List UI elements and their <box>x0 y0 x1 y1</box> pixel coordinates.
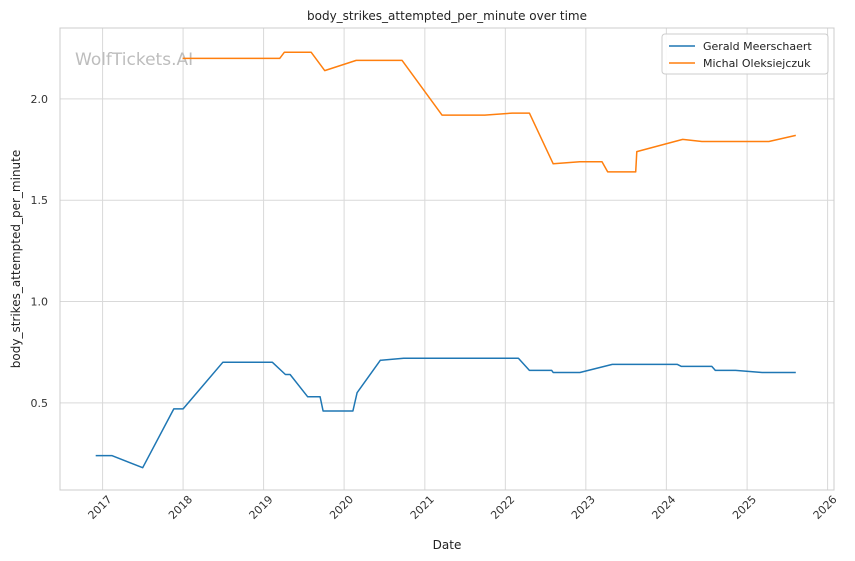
y-tick-label: 1.5 <box>31 194 49 207</box>
chart-title: body_strikes_attempted_per_minute over t… <box>307 9 587 23</box>
legend: Gerald Meerschaert Michal Oleksiejczuk <box>661 33 829 75</box>
legend-label: Michal Oleksiejczuk <box>703 57 811 70</box>
watermark: WolfTickets.AI <box>75 50 193 70</box>
y-axis-title: body_strikes_attempted_per_minute <box>9 150 23 368</box>
y-tick-label: 1.0 <box>31 296 49 309</box>
legend-label: Gerald Meerschaert <box>703 40 812 53</box>
series-line-1 <box>95 357 796 469</box>
x-axis-title: Date <box>433 538 462 552</box>
series-layer <box>95 51 796 469</box>
y-tick-labels: 0.5 1.0 1.5 2.0 <box>31 93 49 410</box>
legend-box <box>661 33 829 75</box>
y-tick-label: 2.0 <box>31 93 49 106</box>
series-line-2 <box>182 51 796 173</box>
y-tick-label: 0.5 <box>31 397 49 410</box>
plot-area-frame <box>59 27 835 491</box>
x-gridlines <box>102 28 829 490</box>
